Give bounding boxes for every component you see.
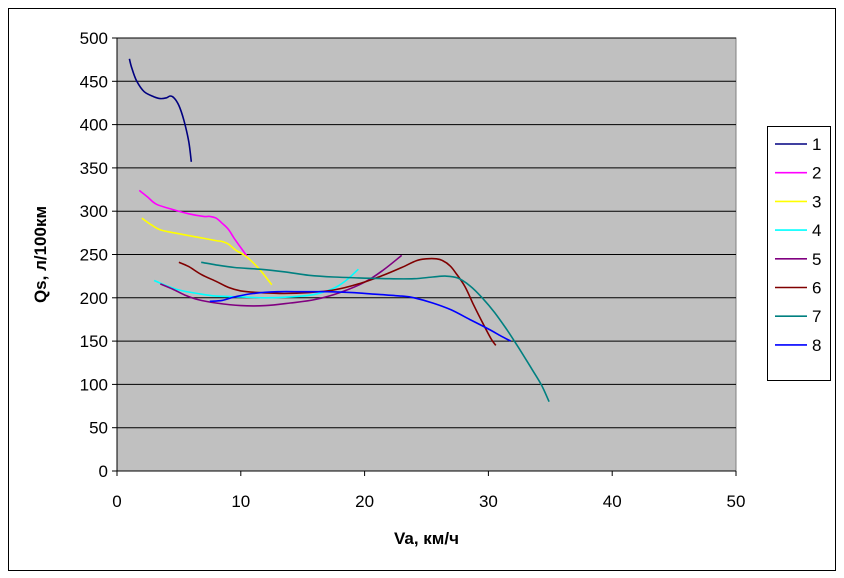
- x-tick-label: 20: [355, 492, 374, 511]
- series-line-2: [138, 189, 248, 257]
- axis-ticks: 0 50 100 150 200 250 300 350 400 450 500 0 10 20 30 40 5…: [80, 29, 746, 511]
- x-axis-title: Va, км/ч: [394, 529, 459, 548]
- y-tick-label: 400: [80, 116, 108, 135]
- legend-label-4: 4: [812, 221, 821, 240]
- x-tick-label: 30: [479, 492, 498, 511]
- y-tick-label: 100: [80, 375, 108, 394]
- series-line-1: [128, 58, 193, 162]
- y-tick-label: 350: [80, 159, 108, 178]
- y-tick-label: 200: [80, 289, 108, 308]
- legend-label-3: 3: [812, 192, 821, 211]
- x-tick-label: 0: [112, 492, 121, 511]
- y-axis-title: Qs, л/100км: [31, 206, 50, 303]
- y-tick-label: 500: [80, 29, 108, 48]
- legend: 1 2 3 4 5 6 7 8: [767, 126, 831, 381]
- y-tick-label: 50: [89, 419, 108, 438]
- y-tick-label: 0: [99, 462, 108, 481]
- series-line-8: [209, 290, 512, 342]
- x-tick-label: 40: [603, 492, 622, 511]
- y-tick-label: 250: [80, 246, 108, 265]
- series-line-3: [141, 217, 273, 286]
- legend-label-6: 6: [812, 279, 821, 298]
- series-line-7: [201, 261, 550, 403]
- x-tick-label: 50: [727, 492, 746, 511]
- gridlines: [117, 37, 736, 429]
- y-tick-label: 300: [80, 202, 108, 221]
- series-lines: [128, 58, 550, 403]
- x-tick-label: 10: [231, 492, 250, 511]
- series-line-6: [178, 257, 497, 346]
- series-line-4: [153, 268, 359, 299]
- legend-label-2: 2: [812, 164, 821, 183]
- legend-label-7: 7: [812, 307, 821, 326]
- y-tick-label: 150: [80, 332, 108, 351]
- legend-label-5: 5: [812, 250, 821, 269]
- legend-label-8: 8: [812, 336, 821, 355]
- legend-box: [767, 126, 831, 381]
- legend-label-1: 1: [812, 135, 821, 154]
- y-tick-label: 450: [80, 72, 108, 91]
